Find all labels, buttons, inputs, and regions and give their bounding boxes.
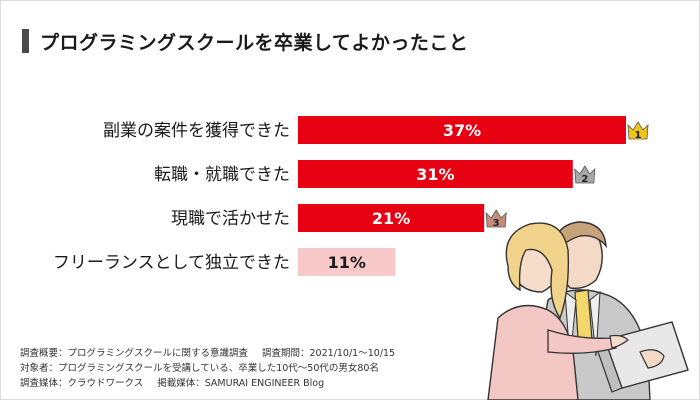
- survey-footnote: 調査概要：プログラミングスクールに関する意識調査 調査期間：2021/10/1〜1…: [20, 346, 395, 391]
- chart-title: プログラミングスクールを卒業してよかったこと: [40, 32, 469, 54]
- rank-crown-icon: 2: [574, 165, 596, 185]
- survey-target: 対象者：プログラミングスクールを受講している、卒業した10代〜50代の男女80名: [20, 363, 379, 374]
- footnote-line-2: 対象者：プログラミングスクールを受講している、卒業した10代〜50代の男女80名: [20, 361, 395, 376]
- rank-number: 1: [635, 130, 642, 141]
- rank-crown-icon: 1: [627, 121, 649, 141]
- footnote-line-3: 調査媒体：クラウドワークス 掲載媒体：SAMURAI ENGINEER Blog: [20, 376, 395, 391]
- business-people-illustration: [487, 221, 689, 400]
- survey-medium: 調査媒体：クラウドワークス: [20, 378, 144, 389]
- bar: [298, 160, 573, 188]
- category-label: フリーランスとして独立できた: [53, 253, 290, 273]
- category-label: 副業の案件を獲得できた: [103, 121, 290, 141]
- rank-number: 2: [581, 174, 588, 185]
- value-label: 31%: [416, 165, 454, 184]
- category-label: 現職で活かせた: [171, 209, 290, 229]
- publication-medium: 掲載媒体：SAMURAI ENGINEER Blog: [157, 378, 325, 389]
- value-label: 21%: [372, 209, 410, 228]
- survey-period: 調査期間：2021/10/1〜10/15: [262, 348, 396, 359]
- value-label: 37%: [443, 121, 481, 140]
- bar: [298, 204, 485, 232]
- title-accent-bar: [22, 29, 29, 53]
- footnote-line-1: 調査概要：プログラミングスクールに関する意識調査 調査期間：2021/10/1〜1…: [20, 346, 395, 361]
- bar: [298, 248, 396, 276]
- category-label: 転職・就職できた: [154, 165, 290, 185]
- rank-crown-icon: 3: [485, 209, 507, 229]
- value-label: 11%: [328, 253, 366, 272]
- survey-overview: 調査概要：プログラミングスクールに関する意識調査: [20, 348, 249, 359]
- rank-number: 3: [493, 218, 500, 229]
- bar: [298, 116, 626, 144]
